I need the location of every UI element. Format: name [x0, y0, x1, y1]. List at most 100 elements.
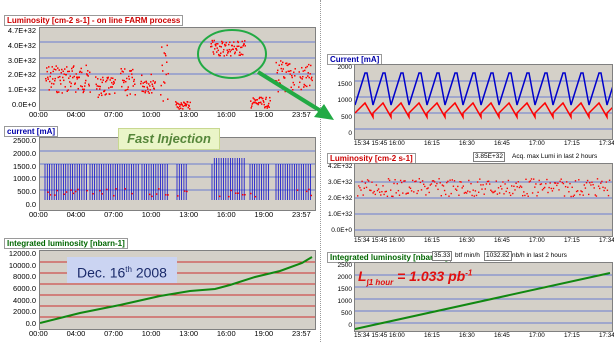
right-lumi-points — [357, 178, 611, 198]
left-integrated-title: Integrated luminosity [nbarn-1] — [4, 238, 128, 249]
yL3-tick: 0.0 — [25, 319, 36, 328]
yR3-tick: 1500 — [337, 286, 352, 293]
yL3-tick: 6000.0 — [13, 284, 36, 293]
right-lumi-plot — [354, 163, 613, 237]
yL2-tick: 0.0 — [25, 200, 36, 209]
yL1-tick: 0.0E+0 — [12, 100, 36, 109]
nb-value: 1032.82 — [484, 251, 512, 261]
xR1-tick: 17:00 — [529, 140, 545, 147]
xL1-tick: 19:00 — [254, 110, 274, 119]
xR2-tick: 17:34 — [599, 237, 614, 244]
xL2-tick: 19:00 — [254, 210, 274, 219]
xL1-tick: 16:00 — [216, 110, 236, 119]
zoom-circle — [197, 29, 267, 79]
xR2-tick: 15:34 15:45 — [354, 237, 388, 244]
xL3-tick: 00:00 — [29, 329, 48, 338]
date-label: Dec. 16th 2008 — [67, 257, 177, 283]
left-lumi-plot — [39, 27, 316, 111]
yL3-tick: 12000.0 — [8, 249, 36, 258]
yL3-tick: 8000.0 — [13, 272, 36, 282]
yL2-tick: 500.0 — [17, 187, 36, 197]
xR3-tick: 16:30 — [459, 332, 475, 339]
zoom-arrow-line — [256, 70, 326, 115]
yL2-tick: 2000.0 — [13, 148, 36, 158]
xR3-tick: 17:15 — [564, 332, 580, 339]
left-current-title: current [mA] — [4, 126, 59, 137]
current-points — [44, 158, 312, 200]
yL3-tick: 2000.0 — [13, 307, 36, 317]
xL2-tick: 16:00 — [216, 210, 236, 219]
xL1-tick: 23:57 — [292, 110, 311, 119]
yR2-tick: 1.0E+32 — [328, 211, 353, 218]
yR3-tick: 1000 — [337, 298, 352, 305]
xL1-tick: 00:00 — [29, 110, 48, 119]
right-current-red — [355, 101, 612, 120]
xL1-tick: 10:00 — [141, 110, 161, 119]
xL3-tick: 19:00 — [254, 329, 274, 338]
xR2-tick: 16:30 — [459, 237, 475, 244]
yR1-tick: 2000 — [337, 64, 352, 71]
lumi-formula: L∫1 hour = 1.033 pb-1 — [358, 268, 473, 287]
panel-divider — [320, 0, 321, 342]
xL2-tick: 23:57 — [292, 210, 311, 219]
yR1-tick: 0 — [348, 130, 352, 137]
xL1-tick: 07:00 — [104, 110, 123, 119]
xL1-tick: 13:00 — [179, 110, 199, 119]
btf-value: 35.33 — [432, 251, 453, 261]
yL1-tick: 3.0E+32 — [7, 55, 36, 65]
fast-injection-label: Fast Injection — [118, 128, 220, 150]
max-lumi-caption: Acq. max Lumi in last 2 hours — [512, 153, 598, 160]
yR3-tick: 500 — [341, 310, 352, 317]
xL3-tick: 07:00 — [104, 329, 123, 338]
yL2-tick: 2500.0 — [13, 136, 36, 145]
xL3-tick: 16:00 — [216, 329, 236, 338]
btf-caption: btf min/h — [455, 252, 480, 259]
xR3-tick: 17:00 — [529, 332, 545, 339]
xL2-tick: 10:00 — [141, 210, 161, 219]
xL3-tick: 10:00 — [141, 329, 161, 338]
xL3-tick: 23:57 — [292, 329, 311, 338]
xR2-tick: 16:45 — [494, 237, 510, 244]
yR3-tick: 2000 — [337, 274, 352, 281]
xL2-tick: 07:00 — [104, 210, 123, 219]
xR3-tick: 16:45 — [494, 332, 510, 339]
yL1-tick: 4.0E+32 — [7, 40, 36, 50]
xL1-tick: 04:00 — [66, 110, 86, 119]
yL2-tick: 1000.0 — [13, 174, 36, 184]
nb-caption: nb/h in last 2 hours — [512, 252, 567, 259]
yL3-tick: 4000.0 — [13, 295, 36, 305]
xR1-tick: 16:45 — [494, 140, 510, 147]
xR2-tick: 16:15 — [424, 237, 440, 244]
yR2-tick: 4.2E+32 — [328, 163, 353, 170]
yR2-tick: 2.0E+32 — [328, 195, 353, 202]
xR3-tick: 16:00 — [389, 332, 405, 339]
right-integrated-line — [355, 272, 611, 330]
xR3-tick: 15:34 15:45 — [354, 332, 388, 339]
yR3-tick: 2500 — [337, 262, 352, 269]
yR2-tick: 0.0E+0 — [331, 227, 352, 234]
yR1-tick: 1000 — [337, 97, 352, 104]
yR2-tick: 3.0E+32 — [328, 179, 353, 186]
yL3-tick: 10000.0 — [8, 260, 36, 270]
xL2-tick: 04:00 — [66, 210, 86, 219]
xR1-tick: 16:15 — [424, 140, 440, 147]
xR2-tick: 16:00 — [389, 237, 405, 244]
yR3-tick: 0 — [348, 322, 352, 329]
right-current-plot — [354, 64, 613, 140]
xL3-tick: 04:00 — [66, 329, 86, 338]
xR1-tick: 16:00 — [389, 140, 405, 147]
yL2-tick: 1500.0 — [13, 161, 36, 171]
integrated-line — [40, 256, 313, 324]
xR1-tick: 15:34 15:45 — [354, 140, 388, 147]
yL1-tick: 4.7E+32 — [7, 26, 36, 35]
zoom-arrow-head — [314, 104, 334, 120]
left-lumi-title: Luminosity [cm-2 s-1] - on line FARM pro… — [4, 15, 184, 26]
yL1-tick: 1.0E+32 — [7, 85, 36, 95]
xL2-tick: 13:00 — [179, 210, 199, 219]
xR2-tick: 17:15 — [564, 237, 580, 244]
xR1-tick: 17:34 — [599, 140, 614, 147]
left-integrated-plot — [39, 250, 316, 330]
right-integrated-plot — [354, 262, 613, 332]
max-lumi-value: 3.85E+32 — [473, 152, 506, 162]
